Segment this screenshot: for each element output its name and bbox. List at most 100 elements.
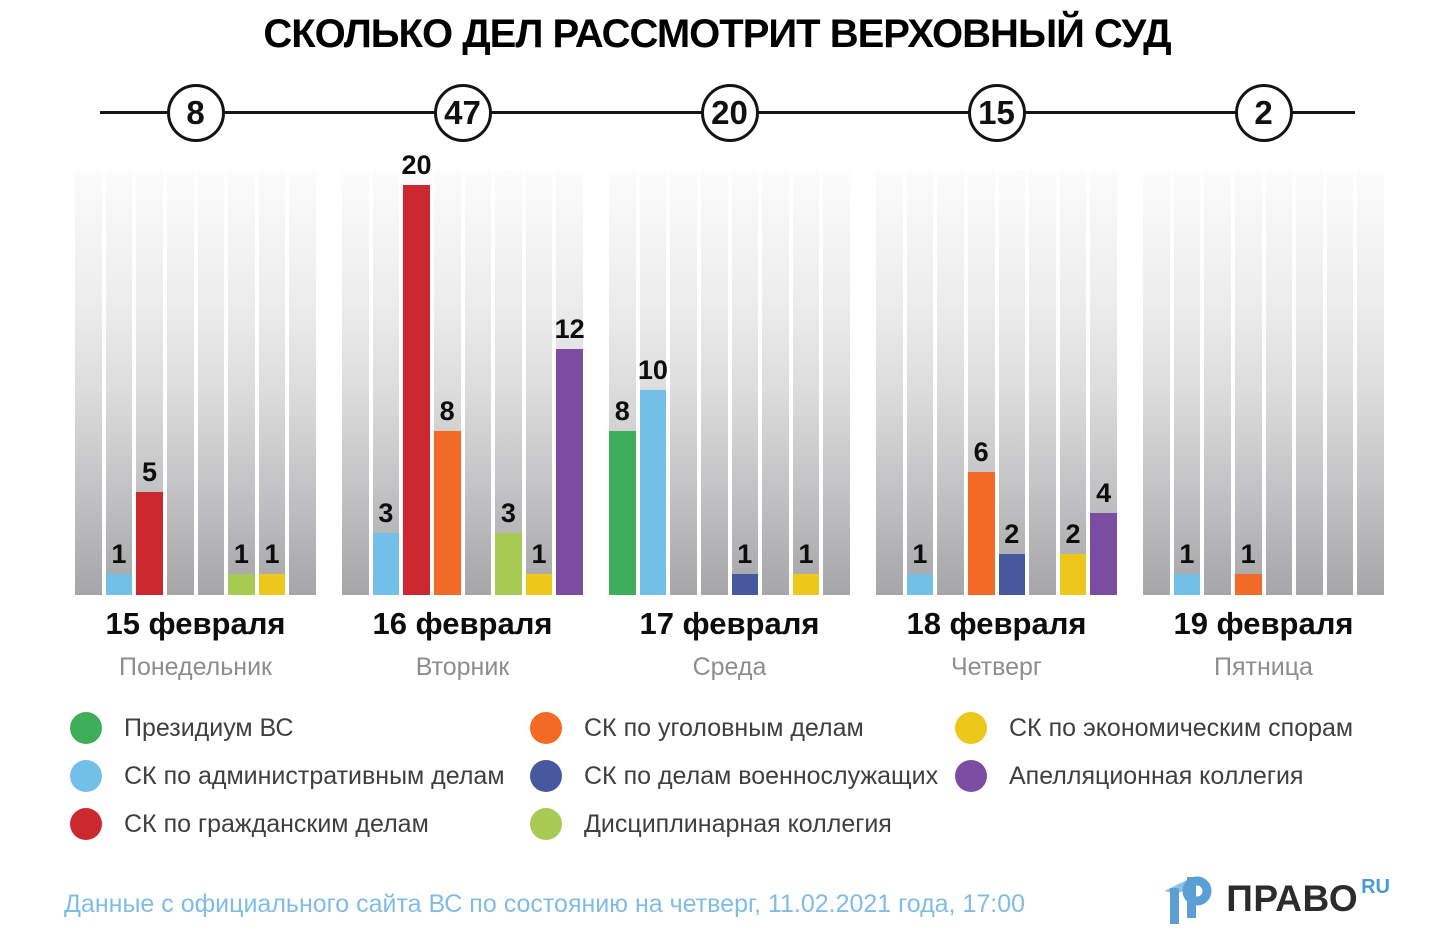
legend-label: Дисциплинарная коллегия (584, 809, 892, 838)
bar (609, 431, 636, 595)
day-weekday: Понедельник (118, 652, 272, 681)
day-date: 16 февраля (372, 606, 553, 641)
day-date: 18 февраля (906, 606, 1087, 641)
legend-item: СК по гражданским делам (70, 808, 530, 840)
bar-value-label: 2 (1065, 519, 1081, 549)
column-slot (166, 170, 194, 595)
legend-color-dot (955, 712, 987, 744)
bar-value-label: 1 (1179, 539, 1195, 569)
bar (906, 574, 934, 595)
legend-column: Президиум ВС СК по административным делам… (70, 712, 530, 840)
day-total-circle: 15 (967, 84, 1026, 142)
bar (731, 574, 759, 595)
column-slot (937, 170, 964, 595)
column-slot: 6 (967, 170, 995, 595)
legend-item: СК по административным делам (70, 760, 530, 792)
day-date: 19 февраля (1173, 606, 1354, 641)
column-slot: 20 (402, 152, 432, 595)
legend-item: Президиум ВС (70, 712, 530, 744)
column-slot (1143, 170, 1170, 595)
bar (1090, 513, 1117, 595)
legend-color-dot (530, 808, 562, 840)
bar-value-label: 2 (1004, 519, 1020, 549)
column-slot (342, 170, 369, 595)
column-slot (1357, 170, 1384, 595)
bar (1234, 574, 1262, 595)
day-weekday: Вторник (415, 652, 510, 681)
day-group: 8 10 1 1 (609, 170, 850, 595)
bar-value-label: 6 (973, 437, 989, 467)
column-slot: 1 (258, 170, 286, 595)
bar (495, 533, 522, 595)
bar (258, 574, 286, 595)
column-slot: 1 (105, 170, 133, 595)
day-label: 15 февраля Понедельник (75, 606, 316, 681)
column-slot: 3 (372, 170, 400, 595)
day-label: 19 февраля Пятница (1143, 606, 1384, 681)
legend-label: СК по делам военнослужащих (584, 761, 939, 790)
column-slot (876, 170, 903, 595)
logo-suffix: RU (1361, 876, 1390, 898)
day-weekday: Пятница (1214, 652, 1313, 681)
day-total-circle: 8 (166, 84, 225, 142)
legend-label: СК по гражданским делам (124, 809, 429, 838)
day-weekday: Четверг (950, 652, 1043, 681)
legend-label: СК по административным делам (124, 761, 505, 790)
column-slot (197, 170, 225, 595)
bar (967, 472, 995, 595)
column-slot (1265, 170, 1293, 595)
column-slot: 1 (228, 170, 255, 595)
bar-value-label: 8 (614, 396, 630, 426)
column-slot: 12 (555, 170, 585, 595)
column-slot: 1 (525, 170, 553, 595)
logo-text: ПРАВО (1226, 878, 1359, 919)
timeline-cell: 2 (1143, 84, 1384, 142)
legend: Президиум ВС СК по административным делам… (70, 712, 1384, 840)
bar (998, 554, 1026, 595)
source-note: Данные с официального сайта ВС по состоя… (64, 890, 1026, 918)
legend-item: СК по уголовным делам (530, 712, 955, 744)
day-total-circle: 2 (1234, 84, 1293, 142)
column-slot: 3 (495, 170, 522, 595)
bar-value-label: 3 (378, 498, 394, 528)
column-slot: 2 (998, 170, 1026, 595)
bar (792, 574, 820, 595)
column-slot (1029, 170, 1056, 595)
day-total-circle: 20 (700, 84, 759, 142)
bar (228, 574, 255, 595)
bar (433, 431, 461, 595)
timeline-cell: 8 (75, 84, 316, 142)
column-slot (823, 170, 850, 595)
day-date: 17 февраля (639, 606, 820, 641)
bar-value-label: 1 (798, 539, 814, 569)
bar-value-label: 1 (737, 539, 753, 569)
column-slot (1296, 170, 1323, 595)
bar (372, 533, 400, 595)
bar (556, 349, 583, 595)
legend-column: СК по экономическим спорам Апелляционная … (955, 712, 1384, 840)
column-slot: 4 (1090, 170, 1117, 595)
legend-label: СК по экономическим спорам (1009, 713, 1354, 742)
bar-value-label: 1 (233, 539, 249, 569)
bar-value-label: 1 (531, 539, 547, 569)
legend-item: Апелляционная коллегия (955, 760, 1384, 792)
column-slot (762, 170, 789, 595)
column-slot: 8 (433, 170, 461, 595)
column-slot: 1 (792, 170, 820, 595)
day-label: 17 февраля Среда (609, 606, 850, 681)
pravo-ru-logo: ПРАВО RU (1164, 874, 1390, 924)
column-slot: 1 (906, 170, 934, 595)
bar (403, 185, 430, 595)
bar (1173, 574, 1201, 595)
legend-color-dot (70, 760, 102, 792)
column-slot (1326, 170, 1354, 595)
timeline: 8 47 20 15 2 (75, 84, 1384, 142)
bar-value-label: 8 (439, 396, 455, 426)
legend-item: СК по делам военнослужащих (530, 760, 955, 792)
day-labels: 15 февраля Понедельник 16 февраля Вторник 17… (75, 606, 1384, 681)
bar-value-label: 1 (264, 539, 280, 569)
bar (525, 574, 553, 595)
legend-label: Апелляционная коллегия (1009, 761, 1304, 790)
